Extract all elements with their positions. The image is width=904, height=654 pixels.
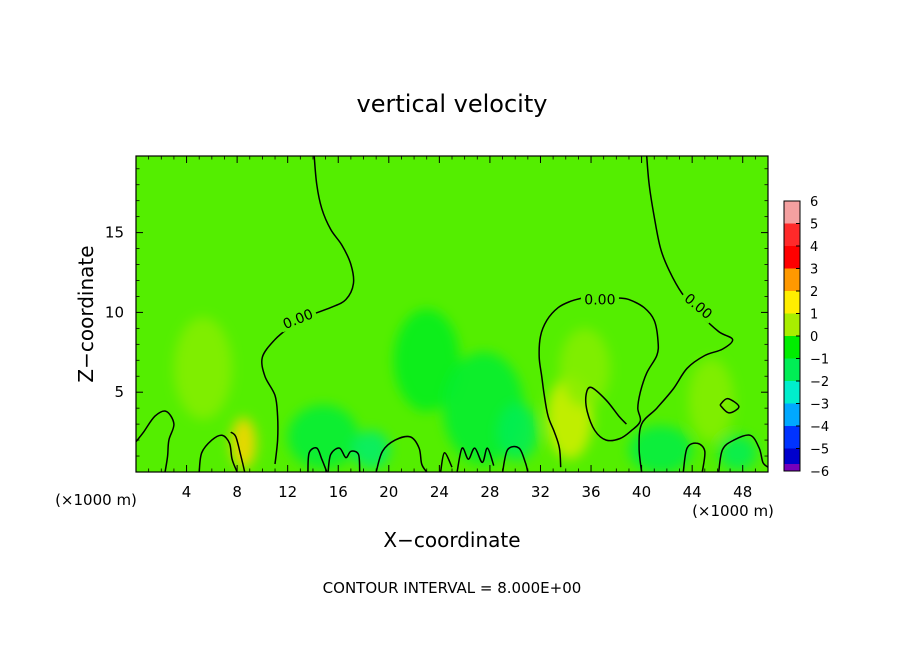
y-tick-label: 10 (105, 303, 124, 321)
contour-line (584, 297, 660, 442)
colorbar-swatch (784, 403, 800, 426)
colorbar-swatch (784, 381, 800, 404)
x-tick-label: 44 (683, 483, 702, 501)
colorbar: 6 5 4 3 2 1 0 −1 −2 −3 −4 −5 −6 (783, 195, 829, 480)
velocity-field (173, 309, 757, 472)
contour-line (307, 447, 328, 472)
contour-interval-note: CONTOUR INTERVAL = 8.000E+00 (323, 579, 582, 597)
x-tick-label: 40 (632, 483, 651, 501)
contour-line (136, 410, 175, 472)
x-tick-label: 8 (232, 483, 242, 501)
colorbar-label: −5 (810, 443, 829, 458)
x-tick-label: 24 (430, 483, 449, 501)
y-tick-label: 5 (114, 383, 124, 401)
contour-line (327, 447, 361, 472)
x-tick-label: 16 (329, 483, 348, 501)
y-axis-label: Z−coordinate (74, 245, 98, 382)
contour-line (198, 434, 238, 472)
colorbar-swatch (784, 426, 800, 449)
colorbar-label: −4 (810, 420, 829, 435)
colorbar-label: 6 (810, 195, 818, 210)
colorbar-swatch (784, 268, 800, 291)
x-tick-label: 48 (733, 483, 752, 501)
x-tick-label: 12 (278, 483, 297, 501)
contour-line (538, 297, 583, 468)
velocity-anomaly (718, 435, 757, 471)
colorbar-label: −2 (810, 375, 829, 390)
contour-line (682, 442, 706, 472)
colorbar-label: 3 (810, 263, 818, 278)
velocity-anomaly (287, 404, 359, 469)
velocity-anomaly (628, 425, 693, 472)
contour-line (501, 445, 529, 472)
contour-label-group: 0.00 (580, 290, 619, 309)
colorbar-label: −1 (810, 353, 829, 368)
colorbar-label: −6 (810, 465, 829, 480)
contour-line (717, 434, 768, 472)
contour-label: 0.00 (584, 293, 615, 309)
colorbar-label: 2 (810, 285, 818, 300)
colorbar-swatch (784, 201, 800, 224)
colorbar-swatch (784, 336, 800, 359)
contour-line (375, 435, 428, 472)
velocity-anomaly (559, 328, 610, 409)
x-tick-label: 32 (531, 483, 550, 501)
x-tick-label: 28 (480, 483, 499, 501)
colorbar-swatch (784, 313, 800, 336)
colorbar-swatch (784, 464, 800, 471)
contour-line (439, 452, 453, 472)
velocity-anomaly (352, 430, 391, 469)
contour-line (456, 447, 495, 472)
velocity-anomaly (230, 417, 257, 469)
colorbar-label: 1 (810, 308, 818, 323)
x-unit-left: (×1000 m) (55, 491, 137, 509)
x-tick-label: 36 (581, 483, 600, 501)
contour-line (261, 156, 355, 465)
colorbar-swatch (784, 358, 800, 381)
velocity-anomaly (688, 358, 734, 442)
x-unit-right: (×1000 m) (692, 502, 774, 520)
velocity-anomaly (497, 403, 538, 461)
chart-title: vertical velocity (357, 90, 548, 118)
colorbar-label: 0 (810, 330, 818, 345)
colorbar-swatch (784, 291, 800, 314)
velocity-anomaly (393, 309, 460, 412)
contour-line (719, 397, 740, 414)
colorbar-label: −3 (810, 398, 829, 413)
y-axis: 5 10 15 (105, 168, 768, 457)
x-tick-label: 20 (379, 483, 398, 501)
velocity-anomaly (173, 317, 233, 420)
contour-line (230, 431, 246, 472)
y-tick-label: 15 (105, 224, 124, 242)
x-axis: 4 8 12 16 20 24 28 32 36 40 44 48 (148, 156, 756, 501)
colorbar-swatch (784, 223, 800, 246)
colorbar-label: 4 (810, 240, 818, 255)
x-tick-label: 4 (182, 483, 192, 501)
contour-line (638, 156, 734, 472)
colorbar-label: 5 (810, 218, 818, 233)
colorbar-swatch (784, 246, 800, 269)
x-axis-label: X−coordinate (383, 528, 520, 552)
contour-lines (136, 156, 768, 472)
